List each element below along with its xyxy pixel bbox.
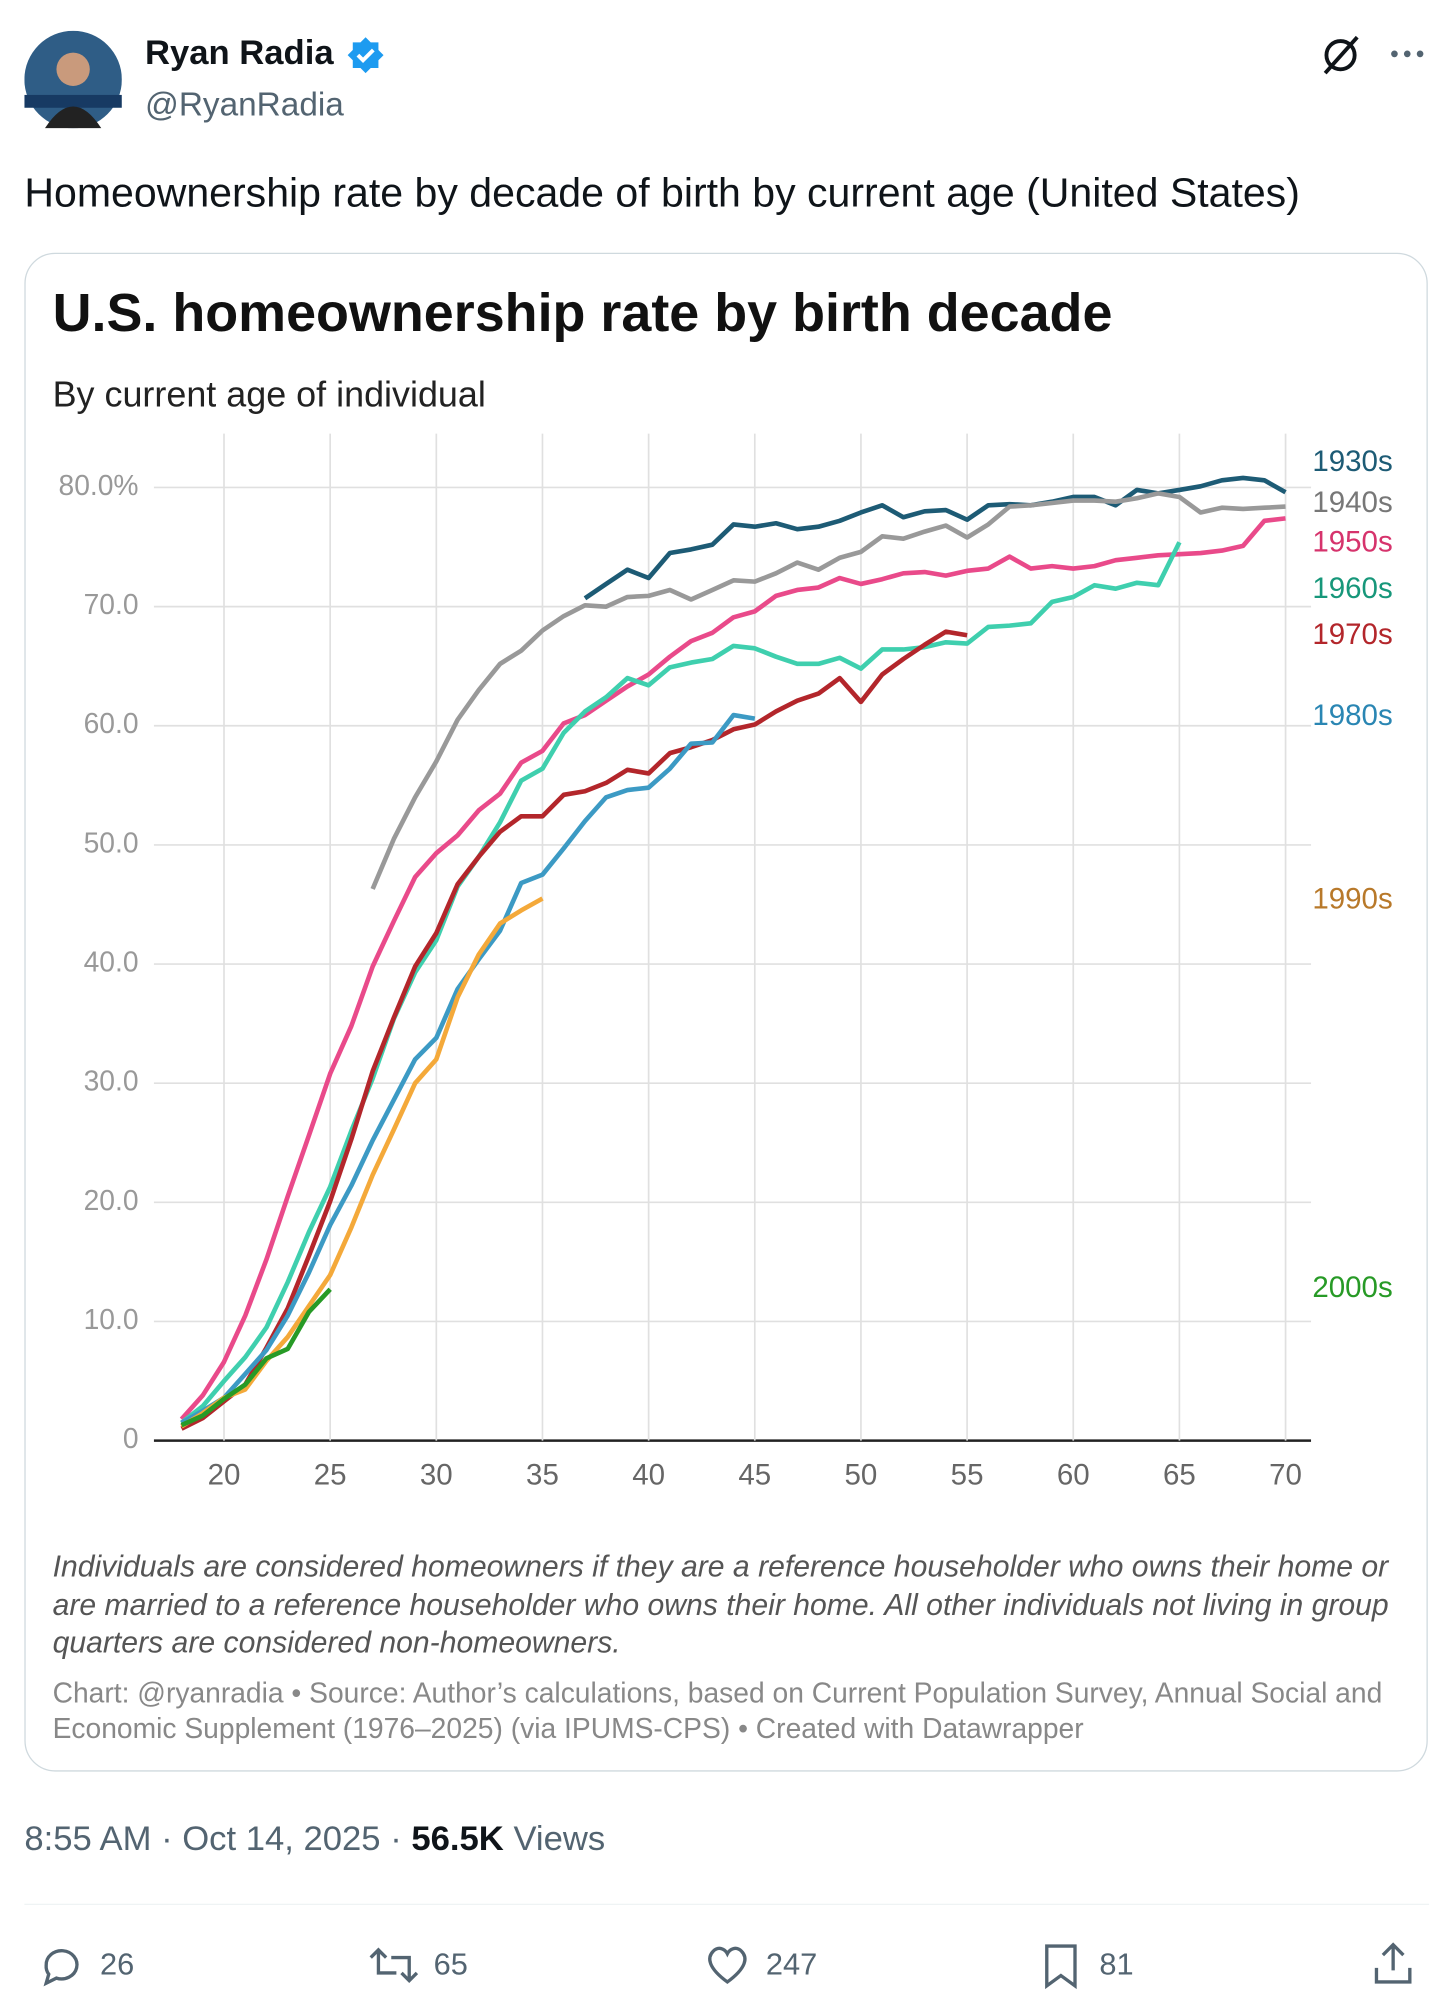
reply-icon[interactable] <box>38 1942 84 1988</box>
chart-title: U.S. homeownership rate by birth decade <box>52 282 1113 343</box>
y-tick-label: 30.0 <box>84 1065 139 1097</box>
y-tick-label: 20.0 <box>84 1184 139 1216</box>
x-tick-label: 40 <box>632 1458 665 1491</box>
grok-icon[interactable] <box>1319 33 1363 77</box>
legend-label: 1990s <box>1312 882 1392 915</box>
like-icon[interactable] <box>703 1942 752 1988</box>
series-line <box>179 516 1286 1421</box>
more-icon[interactable] <box>1388 41 1426 67</box>
time[interactable]: 8:55 AM <box>24 1819 152 1858</box>
verified-badge <box>347 37 384 74</box>
x-tick-label: 50 <box>845 1458 878 1491</box>
repost-count[interactable]: 65 <box>433 1947 468 1982</box>
legend-label: 1930s <box>1312 445 1392 478</box>
y-tick-label: 40.0 <box>84 945 139 977</box>
series-line <box>180 541 1182 1425</box>
legend-label: 2000s <box>1312 1271 1392 1304</box>
share-icon[interactable] <box>1370 1940 1416 1989</box>
series-line <box>180 1287 332 1428</box>
bookmark-count[interactable]: 81 <box>1099 1947 1134 1982</box>
series-line <box>180 896 544 1429</box>
reply-count[interactable]: 26 <box>100 1947 135 1982</box>
legend-label: 1980s <box>1312 699 1392 732</box>
tweet-meta: 8:55 AM · Oct 14, 2025 · 56.5K Views <box>24 1819 606 1858</box>
like-count[interactable]: 247 <box>765 1947 818 1982</box>
x-tick-label: 35 <box>526 1458 559 1491</box>
views-count: 56.5K <box>411 1819 504 1858</box>
author-handle[interactable]: @RyanRadia <box>144 84 344 124</box>
x-tick-label: 20 <box>208 1458 241 1491</box>
y-tick-label: 50.0 <box>84 826 139 858</box>
media-card[interactable] <box>24 252 1428 1772</box>
tweet-text: Homeownership rate by decade of birth by… <box>24 169 1300 216</box>
y-tick-label: 70.0 <box>84 588 139 620</box>
legend-label: 1970s <box>1312 618 1392 651</box>
series-line <box>583 475 1287 601</box>
chart-note: Individuals are considered homeowners if… <box>52 1549 1389 1659</box>
x-tick-label: 65 <box>1163 1458 1196 1491</box>
divider <box>24 1903 1430 1905</box>
legend-label: 1940s <box>1312 486 1392 519</box>
chart: 0 10.0 20.0 30.0 40.0 50.0 60.0 70.0 80.0% 20 25 30… <box>59 433 1393 1491</box>
y-tick-label: 0 <box>123 1422 139 1454</box>
chart-source: Chart: @ryanradia • Source: Author’s cal… <box>52 1676 1383 1745</box>
x-tick-label: 55 <box>951 1458 984 1491</box>
author-name[interactable]: Ryan Radia <box>144 33 334 72</box>
views-label: Views <box>513 1819 606 1858</box>
avatar[interactable] <box>24 30 122 129</box>
legend-label: 1950s <box>1312 526 1392 559</box>
y-tick-label: 60.0 <box>84 707 139 739</box>
chart-subtitle: By current age of individual <box>52 374 486 415</box>
x-tick-label: 70 <box>1269 1458 1302 1491</box>
legend-label: 1960s <box>1312 572 1392 605</box>
series-line <box>180 629 968 1431</box>
x-tick-label: 30 <box>420 1458 453 1491</box>
x-tick-label: 45 <box>738 1458 771 1491</box>
y-tick-label: 10.0 <box>84 1303 139 1335</box>
x-tick-label: 60 <box>1057 1458 1090 1491</box>
series-line <box>370 491 1286 890</box>
x-tick-label: 25 <box>314 1458 347 1491</box>
date[interactable]: Oct 14, 2025 <box>182 1819 381 1858</box>
y-tick-label: 80.0% <box>59 469 139 501</box>
bookmark-icon[interactable] <box>1039 1942 1083 1991</box>
repost-icon[interactable] <box>366 1942 422 1988</box>
